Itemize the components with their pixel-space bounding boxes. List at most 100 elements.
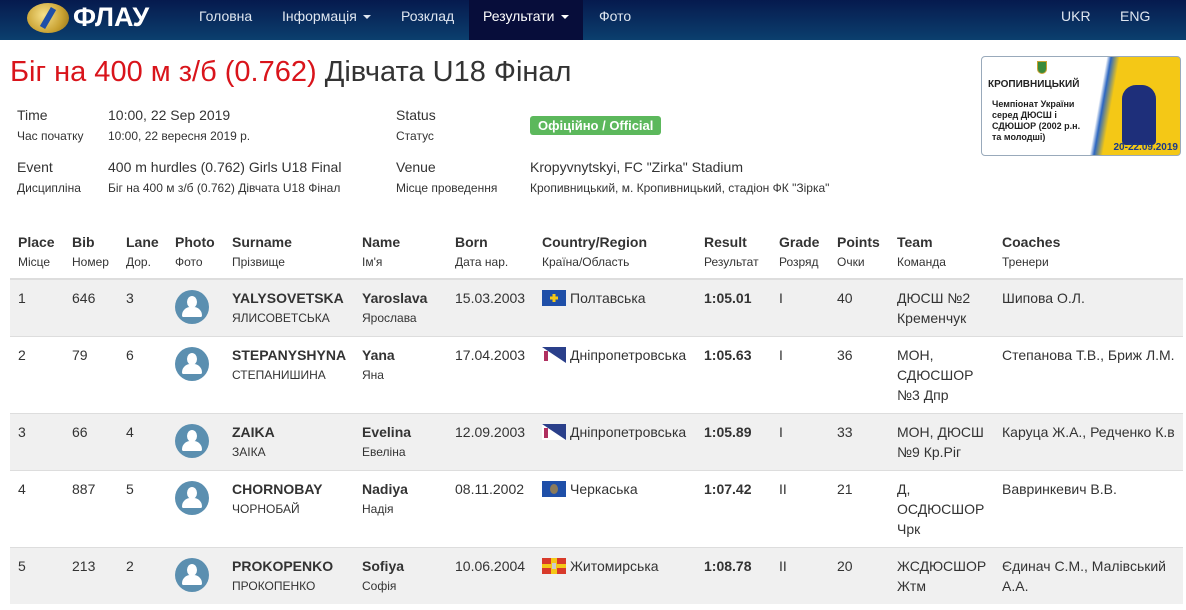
header-label-ua: Прізвище (232, 255, 285, 269)
result: 1:05.63 (704, 347, 752, 363)
header-lane[interactable]: Lane Дор. (118, 226, 167, 280)
points: 20 (829, 547, 889, 604)
surname[interactable]: STEPANYSHYNA (232, 347, 347, 363)
caret-down-icon (362, 15, 371, 20)
results-table: Place Місце Bib Номер Lane Дор. Photo Фото Surna… (10, 226, 1183, 604)
header-region[interactable]: Country/Region Країна/Область (534, 226, 696, 280)
time-label: Time (17, 107, 48, 123)
first-name-ua: Яна (362, 368, 384, 382)
logo[interactable]: ФЛАУ (27, 2, 149, 33)
surname[interactable]: PROKOPENKO (232, 558, 334, 574)
header-label: Name (362, 234, 401, 250)
born: 10.06.2004 (447, 547, 534, 604)
first-name-ua: Софія (362, 579, 397, 593)
first-name: Yaroslava (362, 290, 428, 306)
region-cell: Полтавська (534, 278, 696, 337)
athlete-silhouette-icon (1122, 85, 1156, 145)
header-label-ua: Номер (72, 255, 109, 269)
header-label-ua: Очки (837, 255, 865, 269)
header-points[interactable]: Points Очки (829, 226, 889, 280)
result-cell: 1:05.89 (696, 413, 771, 471)
grade: I (771, 413, 829, 471)
lang-ukr[interactable]: UKR (1047, 0, 1105, 40)
city-crest-icon (1037, 61, 1047, 74)
result-cell: 1:07.42 (696, 470, 771, 548)
title-event: Біг на 400 м з/б (0.762) (10, 56, 317, 88)
title-category: Дівчата U18 Фінал (324, 56, 572, 88)
surname[interactable]: CHORNOBAY (232, 481, 323, 497)
event-value: 400 m hurdles (0.762) Girls U18 Final (108, 159, 342, 175)
header-grade[interactable]: Grade Розряд (771, 226, 829, 280)
avatar-placeholder-icon[interactable] (175, 481, 209, 515)
lane: 2 (118, 547, 167, 604)
avatar-placeholder-icon[interactable] (175, 290, 209, 324)
bib: 646 (64, 278, 118, 337)
header-label: Country/Region (542, 234, 647, 250)
header-born[interactable]: Born Дата нар. (447, 226, 534, 280)
first-name: Evelina (362, 424, 412, 440)
name-cell: Sofiya Софія (354, 547, 447, 604)
nav-home[interactable]: Головна (185, 0, 266, 40)
header-label-ua: Розряд (779, 255, 819, 269)
lang-label: ENG (1120, 8, 1151, 24)
table-row[interactable]: 1 646 3 YALYSOVETSKA ЯЛИСОВЕТСЬКА Yarosla… (10, 278, 1183, 337)
lane: 4 (118, 413, 167, 471)
region-cell: Дніпропетровська (534, 413, 696, 471)
header-place[interactable]: Place Місце (10, 226, 64, 280)
avatar-placeholder-icon[interactable] (175, 347, 209, 381)
table-row[interactable]: 2 79 6 STEPANYSHYNA СТЕПАНИШИНА Yana Яна 1… (10, 336, 1183, 414)
surname-ua: ПРОКОПЕНКО (232, 579, 316, 593)
championship-banner[interactable]: КРОПИВНИЦЬКИЙ Чемпіонат України серед ДЮ… (981, 56, 1181, 156)
nav-photo[interactable]: Фото (585, 0, 645, 40)
surname[interactable]: ZAIKA (232, 424, 275, 440)
born: 15.03.2003 (447, 278, 534, 337)
header-coaches[interactable]: Coaches Тренери (994, 226, 1183, 280)
venue-label: Venue (396, 159, 436, 175)
avatar-placeholder-icon[interactable] (175, 424, 209, 458)
page-title: Біг на 400 м з/б (0.762) Дівчата U18 Фін… (10, 56, 571, 89)
header-surname[interactable]: Surname Прізвище (224, 226, 354, 280)
region: Дніпропетровська (570, 424, 687, 440)
surname-ua: ЯЛИСОВЕТСЬКА (232, 311, 330, 325)
region: Житомирська (570, 558, 659, 574)
region: Полтавська (570, 290, 646, 306)
nav-label: Головна (199, 8, 253, 24)
header-label: Points (837, 234, 880, 250)
table-row[interactable]: 3 66 4 ZAIKA ЗАІКА Evelina Евеліна 12.09.2… (10, 413, 1183, 471)
venue-value: Kropyvnytskyi, FC "Zirka" Stadium (530, 159, 743, 175)
navbar: ФЛАУ Головна Інформація Розклад Результа… (0, 0, 1186, 40)
header-bib[interactable]: Bib Номер (64, 226, 118, 280)
header-team[interactable]: Team Команда (889, 226, 994, 280)
header-label: Surname (232, 234, 292, 250)
surname-ua: ЗАІКА (232, 445, 266, 459)
header-label: Result (704, 234, 747, 250)
avatar-placeholder-icon[interactable] (175, 558, 209, 592)
time-value-ua: 10:00, 22 вересня 2019 р. (108, 129, 251, 143)
header-photo[interactable]: Photo Фото (167, 226, 224, 280)
venue-value-ua: Кропивницький, м. Кропивницький, стадіон… (530, 181, 830, 195)
born: 12.09.2003 (447, 413, 534, 471)
nav-schedule[interactable]: Розклад (387, 0, 468, 40)
place: 4 (10, 470, 64, 548)
points: 21 (829, 470, 889, 548)
nav-info[interactable]: Інформація (268, 0, 385, 40)
logo-text: ФЛАУ (73, 2, 150, 32)
table-row[interactable]: 4 887 5 CHORNOBAY ЧОРНОБАЙ Nadiya Надія 08… (10, 470, 1183, 548)
table-row[interactable]: 5 213 2 PROKOPENKO ПРОКОПЕНКО Sofiya Софія… (10, 547, 1183, 604)
name-cell: Evelina Евеліна (354, 413, 447, 471)
header-result[interactable]: Result Результат (696, 226, 771, 280)
born: 17.04.2003 (447, 336, 534, 414)
result-cell: 1:05.01 (696, 278, 771, 337)
header-name[interactable]: Name Ім'я (354, 226, 447, 280)
surname-ua: ЧОРНОБАЙ (232, 502, 300, 516)
lang-eng[interactable]: ENG (1106, 0, 1164, 40)
team: ДЮСШ №2 Кременчук (889, 278, 994, 337)
nav-results[interactable]: Результати (469, 0, 583, 40)
surname[interactable]: YALYSOVETSKA (232, 290, 344, 306)
header-label-ua: Фото (175, 255, 203, 269)
team: МОН, СДЮСШОР №3 Дпр (889, 336, 994, 414)
dnipro-flag-icon (542, 347, 566, 363)
header-label: Photo (175, 234, 215, 250)
header-label: Coaches (1002, 234, 1061, 250)
first-name: Sofiya (362, 558, 405, 574)
